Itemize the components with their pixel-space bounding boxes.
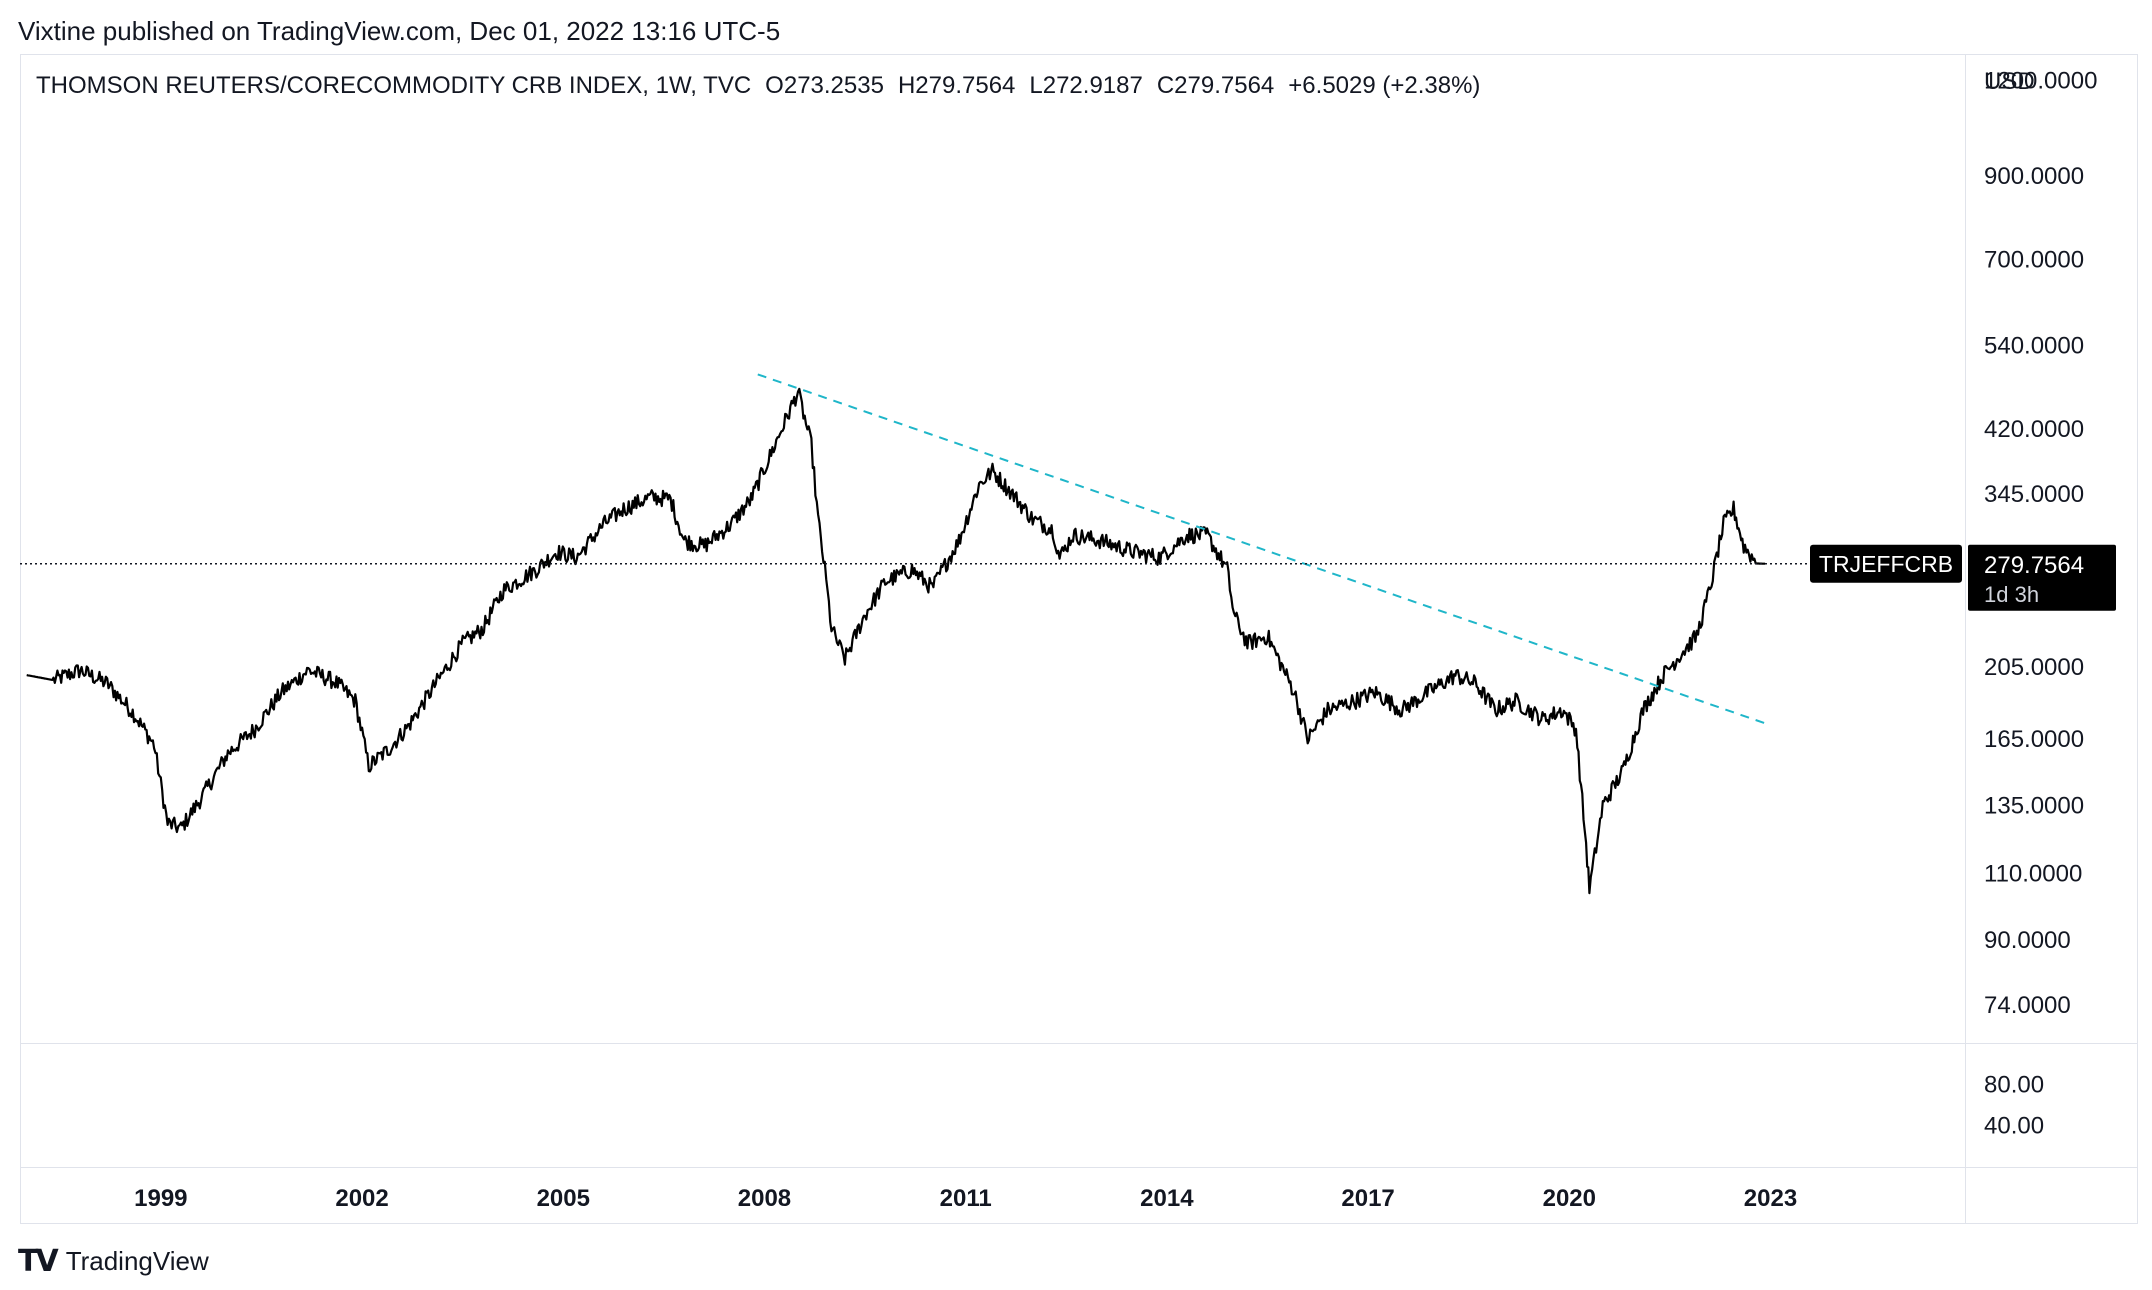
price-tick-label: 900.0000: [1984, 163, 2084, 190]
price-tick-label: 700.0000: [1984, 246, 2084, 273]
legend-symbol[interactable]: THOMSON REUTERS/CORECOMMODITY CRB INDEX,…: [36, 72, 752, 99]
current-price-badge: [1968, 544, 2116, 611]
legend-high: H279.7564: [897, 72, 1016, 99]
dashed-trend-line[interactable]: [757, 373, 1771, 727]
currency-label[interactable]: USD: [1984, 68, 2035, 95]
price-axis-divider: [1965, 54, 1966, 1224]
price-tick-label: 345.0000: [1984, 481, 2084, 508]
time-tick-label: 2005: [537, 1185, 590, 1212]
symbol-badge: [1810, 544, 1962, 583]
price-tick-label: 1200.0000: [1984, 68, 2097, 95]
time-tick-label: 2020: [1543, 1185, 1596, 1212]
tradingview-logo-icon: TV: [18, 1244, 59, 1279]
tradingview-logo[interactable]: TV TradingView: [18, 1244, 209, 1279]
time-axis-divider: [20, 1167, 2138, 1168]
price-tick-label: 110.0000: [1984, 860, 2082, 887]
price-tick-label: 74.0000: [1984, 992, 2071, 1019]
lower-pane-tick-label: 40.00: [1984, 1112, 2044, 1139]
price-tick-label: 90.0000: [1984, 927, 2071, 954]
symbol-badge-label: TRJEFFCRB: [1819, 551, 1953, 577]
tradingview-wordmark: TradingView: [65, 1246, 209, 1276]
time-tick-label: 2008: [738, 1185, 791, 1212]
pane-divider[interactable]: [20, 1043, 2138, 1044]
chart-frame: [20, 54, 2138, 1224]
symbol-legend: THOMSON REUTERS/CORECOMMODITY CRB INDEX,…: [36, 72, 1494, 100]
time-tick-label: 2011: [940, 1185, 992, 1212]
lower-pane-tick-label: 80.00: [1984, 1072, 2044, 1099]
legend-close: C279.7564: [1156, 72, 1275, 99]
legend-open: O273.2535: [765, 72, 884, 99]
published-line: Vixtine published on TradingView.com, De…: [18, 16, 781, 46]
price-tick-label: 540.0000: [1984, 333, 2084, 360]
time-tick-label: 2017: [1341, 1185, 1394, 1212]
price-tick-label: 135.0000: [1984, 793, 2084, 820]
price-tick-label: 165.0000: [1984, 726, 2084, 753]
time-tick-label: 1999: [134, 1185, 187, 1212]
bar-countdown: 1d 3h: [1984, 582, 2039, 607]
price-tick-label: 420.0000: [1984, 416, 2084, 443]
price-series-line[interactable]: [26, 387, 1766, 895]
current-price-value: 279.7564: [1984, 552, 2084, 579]
time-tick-label: 2023: [1744, 1185, 1797, 1212]
time-tick-label: 2002: [335, 1185, 388, 1212]
legend-low: L272.9187: [1029, 72, 1143, 99]
price-tick-label: 205.0000: [1984, 654, 2084, 681]
legend-change: +6.5029 (+2.38%): [1288, 72, 1481, 99]
time-tick-label: 2014: [1140, 1185, 1194, 1212]
